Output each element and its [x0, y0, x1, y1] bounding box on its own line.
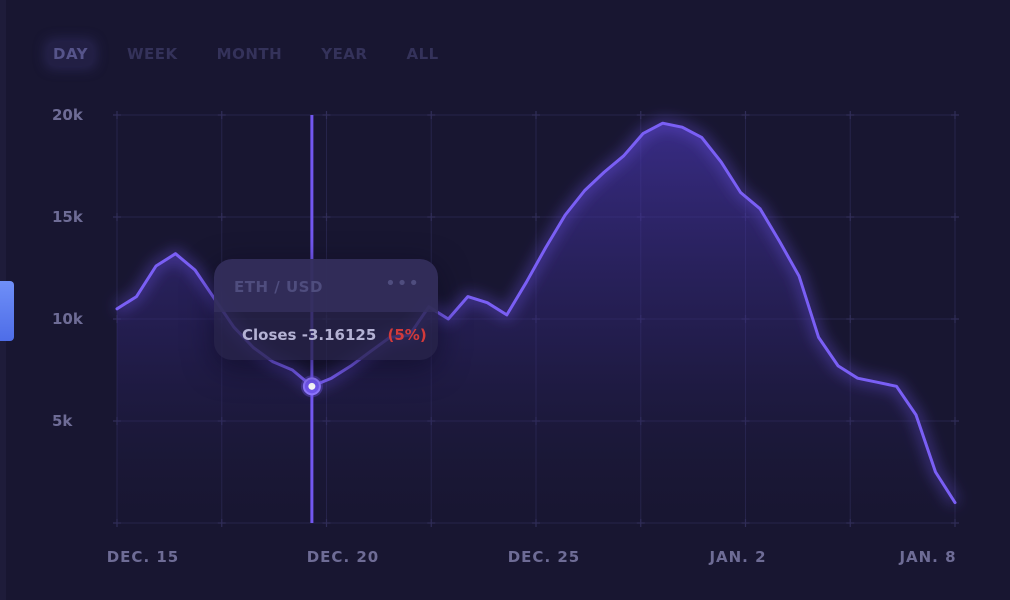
grid-cross-mark: [113, 213, 121, 221]
tooltip-close-label: Closes: [242, 326, 297, 344]
tab-month[interactable]: MONTH: [216, 45, 283, 63]
y-tick-label: 10k: [52, 310, 84, 328]
area-fill: [117, 123, 955, 523]
x-tick-label: DEC. 15: [107, 548, 180, 566]
tab-day[interactable]: DAY: [48, 42, 93, 66]
y-tick-label: 15k: [52, 208, 84, 226]
tab-all[interactable]: ALL: [406, 45, 439, 63]
grid-cross-mark: [113, 111, 121, 119]
grid-cross-mark: [951, 213, 959, 221]
highlight-marker-dot: [308, 382, 316, 390]
more-options-icon[interactable]: •••: [385, 273, 420, 294]
grid-cross-mark: [951, 315, 959, 323]
grid-cross-mark: [741, 111, 750, 119]
grid-cross-mark: [532, 213, 540, 221]
range-tabs: DAY WEEK MONTH YEAR ALL: [48, 42, 473, 66]
tooltip-change-percent: (5%): [387, 326, 427, 344]
grid-cross-mark: [217, 111, 226, 119]
tab-year[interactable]: YEAR: [321, 45, 368, 63]
tooltip-pair-label: ETH / USD: [234, 278, 323, 296]
grid-cross-mark: [322, 111, 331, 119]
grid-cross-mark: [636, 111, 645, 119]
axis-labels: 20k 15k 10k 5k DEC. 15 DEC. 20 DEC. 25 JAN. 2 JA…: [52, 106, 956, 566]
price-tooltip: ETH / USD ••• Closes -3.16125 (5%): [214, 259, 438, 360]
grid-cross-mark: [846, 315, 855, 323]
x-tick-label: JAN. 2: [708, 548, 766, 566]
tab-week[interactable]: WEEK: [127, 45, 178, 63]
x-tick-label: JAN. 8: [898, 548, 956, 566]
tooltip-close-row: Closes -3.16125 (5%): [242, 326, 427, 344]
tooltip-close-value: -3.16125: [301, 326, 377, 344]
y-tick-label: 20k: [52, 106, 84, 124]
grid-cross-mark: [427, 111, 436, 119]
grid-cross-mark: [951, 417, 959, 425]
x-tick-label: DEC. 25: [508, 548, 581, 566]
grid-cross-mark: [322, 213, 331, 221]
tooltip-header: [214, 259, 438, 312]
grid-cross-mark: [427, 213, 436, 221]
grid-cross-mark: [951, 111, 959, 119]
grid-cross-mark: [217, 213, 226, 221]
grid-cross-mark: [532, 111, 540, 119]
x-tick-label: DEC. 20: [307, 548, 380, 566]
grid-cross-mark: [846, 111, 855, 119]
sidebar-toggle-handle[interactable]: [0, 281, 14, 341]
grid-cross-mark: [846, 213, 855, 221]
y-tick-label: 5k: [52, 412, 73, 430]
